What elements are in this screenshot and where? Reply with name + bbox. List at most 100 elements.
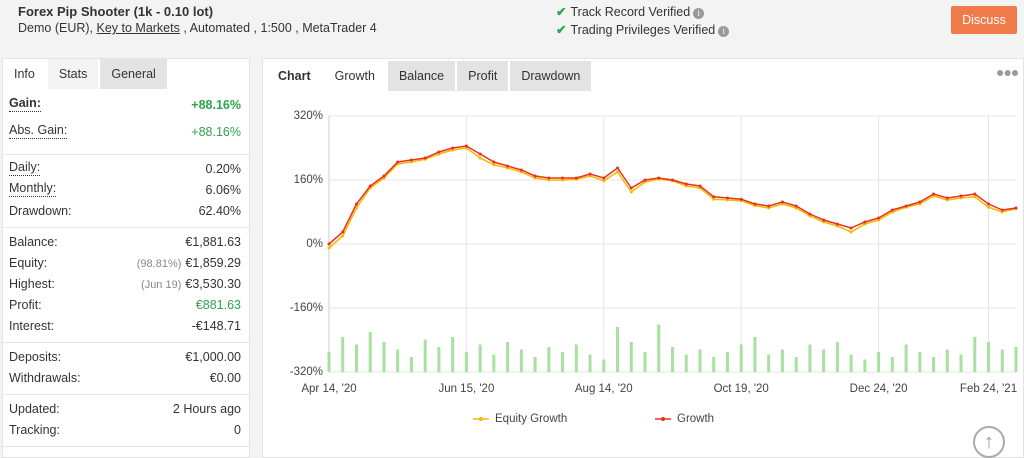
series-point bbox=[616, 166, 620, 170]
tab[interactable]: General bbox=[100, 59, 167, 89]
series-point bbox=[712, 195, 716, 199]
stat-value-text: €1,000.00 bbox=[185, 350, 241, 364]
volume-bar bbox=[519, 349, 523, 372]
volume-bar bbox=[767, 354, 771, 372]
stats-group: Updated: 2 Hours ago Tracking: 0 bbox=[3, 395, 249, 447]
stat-value: 0.20% bbox=[206, 159, 241, 179]
series-point bbox=[890, 208, 894, 212]
x-tick-label: Jun 15, '20 bbox=[438, 383, 494, 395]
series-point bbox=[519, 168, 523, 172]
series-point bbox=[327, 246, 331, 250]
volume-bar bbox=[849, 354, 853, 372]
series-point bbox=[1000, 208, 1004, 212]
series-point bbox=[767, 204, 771, 208]
broker-link[interactable]: Key to Markets bbox=[96, 21, 180, 35]
stat-value: €1,000.00 bbox=[185, 347, 241, 367]
stat-label: Profit: bbox=[9, 298, 42, 312]
tab[interactable]: Info bbox=[3, 59, 46, 89]
series-point bbox=[451, 146, 455, 150]
volume-bar bbox=[753, 337, 757, 372]
series-point bbox=[561, 176, 565, 180]
stats-panel: Info Stats General Gain: +88.16% Abs. Gain… bbox=[2, 58, 250, 458]
volume-bar bbox=[987, 342, 991, 372]
x-tick-label: Feb 24, '21 bbox=[960, 383, 1017, 395]
series-point bbox=[671, 178, 674, 182]
volume-bar bbox=[561, 352, 565, 372]
series-point bbox=[478, 152, 482, 156]
series-point bbox=[547, 176, 551, 180]
x-tick-label: Oct 19, '20 bbox=[714, 383, 769, 395]
stat-label: Highest: bbox=[9, 277, 55, 291]
volume-bar bbox=[794, 357, 798, 372]
tab[interactable]: Balance bbox=[387, 61, 456, 91]
series-point bbox=[396, 160, 400, 164]
series-point bbox=[382, 174, 386, 178]
series-point bbox=[987, 205, 991, 209]
stat-value-text: +88.16% bbox=[191, 125, 241, 139]
volume-bar bbox=[382, 342, 386, 372]
series-point bbox=[863, 220, 867, 224]
stat-label: Daily: bbox=[9, 160, 41, 176]
stat-label: Tracking: bbox=[9, 423, 60, 437]
series-point bbox=[684, 182, 688, 186]
stat-value-text: €3,530.30 bbox=[185, 277, 241, 291]
volume-bar bbox=[808, 344, 812, 372]
series-point bbox=[849, 226, 853, 230]
verification: ✔ Track Record Verified i bbox=[556, 4, 705, 19]
tab[interactable]: Stats bbox=[47, 59, 99, 89]
stat-label: Monthly: bbox=[9, 181, 57, 197]
volume-bar bbox=[588, 354, 592, 372]
chart-tabs: Chart Growth Balance Profit Drawdown bbox=[267, 61, 593, 91]
tab[interactable]: Growth bbox=[323, 61, 386, 91]
stats-row: Profit: €881.63 bbox=[9, 295, 241, 315]
stats-row: Gain: +88.16% bbox=[9, 95, 241, 115]
volume-bar bbox=[890, 357, 894, 372]
volume-bar bbox=[533, 357, 537, 372]
stats-group: Balance: €1,881.63 Equity: (98.81%) €1,859.2… bbox=[3, 228, 249, 343]
series-point bbox=[698, 184, 702, 188]
volume-bar bbox=[712, 357, 716, 372]
series-point bbox=[506, 164, 510, 168]
y-tick-label: 0% bbox=[306, 238, 323, 250]
series-point bbox=[753, 202, 757, 206]
tab[interactable]: Profit bbox=[457, 61, 509, 91]
volume-bar bbox=[574, 344, 578, 372]
stat-label: Updated: bbox=[9, 402, 60, 416]
series-point bbox=[739, 197, 743, 201]
stat-value: +88.16% bbox=[191, 122, 241, 142]
stat-label: Withdrawals: bbox=[9, 371, 81, 385]
system-title: Forex Pip Shooter (1k - 0.10 lot) bbox=[18, 4, 214, 19]
series-line bbox=[328, 145, 1017, 245]
series-point bbox=[588, 172, 592, 176]
stats-row: Abs. Gain: +88.16% bbox=[9, 122, 241, 142]
volume-bar bbox=[547, 347, 551, 372]
series-point bbox=[945, 196, 949, 200]
series-point bbox=[616, 170, 620, 174]
volume-bar bbox=[478, 344, 482, 372]
discuss-button[interactable]: Discuss bbox=[951, 6, 1017, 34]
series-point bbox=[959, 194, 963, 198]
volume-bar bbox=[464, 352, 468, 372]
series-point bbox=[533, 174, 537, 178]
volume-bar bbox=[354, 344, 358, 372]
series-point bbox=[849, 230, 853, 234]
tab[interactable]: Drawdown bbox=[510, 61, 592, 91]
x-tick-label: Dec 24, '20 bbox=[850, 383, 908, 395]
series-point bbox=[904, 204, 908, 208]
stat-value: 62.40% bbox=[199, 201, 241, 221]
stat-value: 6.06% bbox=[206, 180, 241, 200]
stat-value: -€148.71 bbox=[192, 316, 241, 336]
volume-bar bbox=[657, 324, 661, 372]
menu-icon[interactable]: ●●● bbox=[996, 64, 1019, 80]
stat-value-text: +88.16% bbox=[191, 98, 241, 112]
volume-bar bbox=[671, 347, 674, 372]
series-point bbox=[354, 202, 358, 206]
chart-panel: Chart Growth Balance Profit Drawdown 320… bbox=[262, 58, 1024, 458]
series-point bbox=[409, 158, 413, 162]
scroll-top-button[interactable]: ↑ bbox=[973, 426, 1005, 458]
series-point bbox=[973, 195, 977, 199]
volume-bar bbox=[959, 354, 963, 372]
stat-label: Interest: bbox=[9, 319, 55, 333]
stat-label: Deposits: bbox=[9, 350, 62, 364]
